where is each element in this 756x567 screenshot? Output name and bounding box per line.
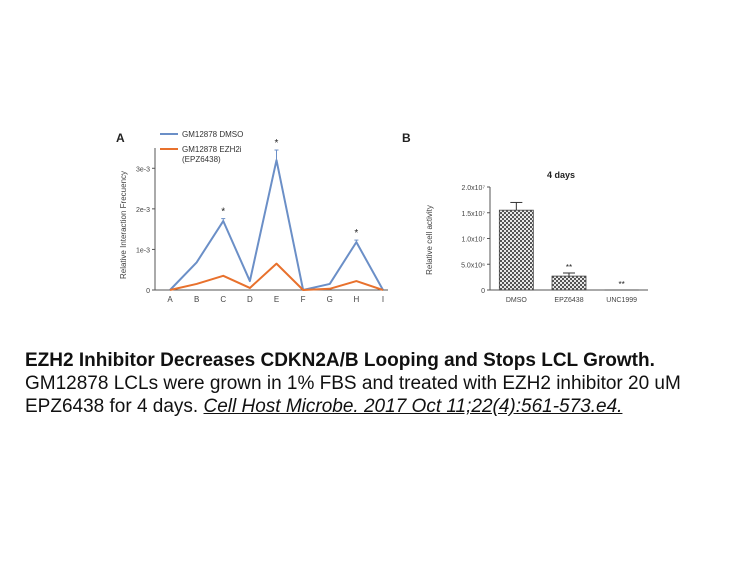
panel-a-x-tick-label: G <box>327 295 333 304</box>
panel-a-x-tick-label: E <box>274 295 279 304</box>
panel-a-x-tick-label: H <box>353 295 359 304</box>
panel-a-y-tick-label: 2e-3 <box>136 207 150 214</box>
legend-label-ezh2i-line2: (EPZ6438) <box>182 155 221 164</box>
panel-b-y-tick-label: 5.0x10⁶ <box>461 262 485 269</box>
panel-a-x-tick-label: C <box>220 295 226 304</box>
figure-caption: EZH2 Inhibitor Decreases CDKN2A/B Loopin… <box>25 349 740 418</box>
significance-marker: ** <box>619 280 625 289</box>
significance-marker: * <box>221 207 225 218</box>
legend-label-ezh2i-line1: GM12878 EZH2i <box>182 145 242 154</box>
panel-a-y-axis-label: Relative Interaction Frecuency <box>119 171 128 279</box>
bar-epz6438 <box>551 275 587 291</box>
panel-b-y-tick-label: 1.5x10⁷ <box>461 211 485 218</box>
significance-marker: * <box>275 138 279 149</box>
panel-a-y-tick-label: 1e-3 <box>136 247 150 254</box>
panel-b-y-tick-label: 1.0x10⁷ <box>461 237 485 244</box>
caption-title: EZH2 Inhibitor Decreases CDKN2A/B Loopin… <box>25 350 655 371</box>
series-line-dmso <box>169 159 384 291</box>
legend-label-dmso: GM12878 DMSO <box>182 130 243 139</box>
caption-body: GM12878 LCLs were grown in 1% FBS and tr… <box>25 372 740 418</box>
significance-marker: * <box>354 228 358 239</box>
panel-a-line-chart: A Relative Interaction Frecuency 0 1e-3 2e… <box>116 130 388 304</box>
panel-a-x-tick-label: A <box>167 295 173 304</box>
citation-link[interactable]: Cell Host Microbe. 2017 Oct 11;22(4):561… <box>203 396 623 417</box>
panel-a-x-tick-label: F <box>301 295 306 304</box>
caption-text: GM12878 LCLs were grown in 1% FBS and tr… <box>25 373 681 417</box>
panel-b-y-axis-label: Relative cell activity <box>425 205 434 275</box>
panel-b-bar-chart: B 4 days Relative cell activity 0 5.0x10⁶… <box>402 131 648 304</box>
panel-a-x-tick-label: B <box>194 295 199 304</box>
figure: A Relative Interaction Frecuency 0 1e-3 2e… <box>116 130 648 304</box>
panel-b-title: 4 days <box>547 170 575 180</box>
panel-b-x-tick-label: EPZ6438 <box>554 297 583 304</box>
panel-a-y-tick-label: 0 <box>146 288 150 295</box>
panel-b-x-tick-label: UNC1999 <box>606 297 637 304</box>
panel-a-x-tick-label: I <box>382 295 384 304</box>
panel-b-y-tick-label: 2.0x10⁷ <box>461 185 485 192</box>
panel-a-y-tick-label: 3e-3 <box>136 166 150 173</box>
panel-b-y-tick-label: 0 <box>481 288 485 295</box>
bar-dmso <box>498 209 534 291</box>
panel-a-x-tick-label: D <box>247 295 253 304</box>
panel-a-label: A <box>116 131 125 145</box>
panel-a-legend: GM12878 DMSO GM12878 EZH2i (EPZ6438) <box>160 130 244 164</box>
series-line-ezh2i <box>169 262 384 291</box>
panel-b-x-tick-label: DMSO <box>506 297 528 304</box>
significance-marker: ** <box>566 263 572 272</box>
legend-label-ezh2i: GM12878 EZH2i (EPZ6438) <box>182 145 244 164</box>
panel-b-label: B <box>402 131 411 145</box>
